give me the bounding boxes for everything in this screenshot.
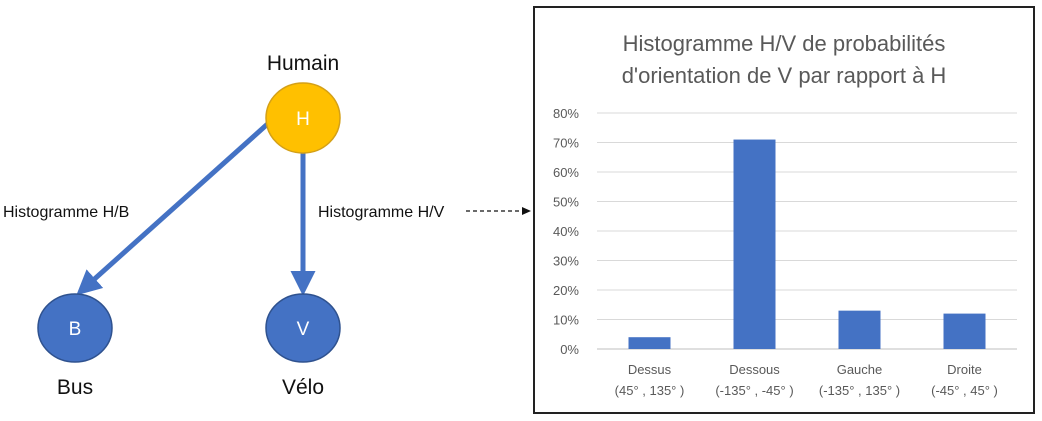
y-tick-label: 40% [553, 224, 579, 239]
y-tick-label: 50% [553, 195, 579, 210]
x-category-label: Gauche [837, 362, 883, 377]
x-category-label: (-135° , 135° ) [819, 383, 900, 398]
chart-title-line-2: d'orientation de V par rapport à H [621, 63, 947, 88]
edge-label-hv: Histogramme H/V [318, 204, 445, 221]
y-tick-label: 80% [553, 106, 579, 121]
node-bus-label: Bus [57, 376, 93, 399]
x-category-label: (-45° , 45° ) [931, 383, 998, 398]
y-tick-label: 20% [553, 283, 579, 298]
x-category-label: (45° , 135° ) [615, 383, 685, 398]
x-category-label: Droite [947, 362, 982, 377]
chart-title-line-1: Histogramme H/V de probabilités [622, 31, 946, 56]
bar [628, 337, 671, 349]
y-tick-label: 0% [560, 342, 579, 357]
bar [733, 139, 776, 349]
y-tick-label: 30% [553, 254, 579, 269]
diagram-panel: Histogramme H/B Histogramme H/V H Humain… [3, 52, 531, 399]
bar-chart: 0% 10% 20% 30% 40% 50% 60% 70% 80% Dessus (45° , 1… [553, 106, 1017, 398]
x-category-label: Dessous [729, 362, 780, 377]
node-velo-label: Vélo [282, 376, 324, 399]
node-velo [265, 293, 341, 363]
bar [838, 310, 881, 349]
edge-label-hb: Histogramme H/B [3, 204, 129, 221]
bar [943, 313, 986, 349]
chart-frame: Histogramme H/V de probabilités d'orient… [533, 6, 1035, 414]
node-bus-letter: B [69, 319, 82, 340]
dashed-connector-arrowhead [522, 207, 531, 215]
y-tick-label: 60% [553, 165, 579, 180]
node-velo-letter: V [297, 319, 310, 340]
edge-human-bus-arrow [76, 118, 274, 296]
x-category-label: (-135° , -45° ) [715, 383, 793, 398]
y-tick-label: 70% [553, 136, 579, 151]
node-human [265, 82, 341, 154]
node-bus [37, 293, 113, 363]
node-human-letter: H [296, 109, 310, 130]
x-category-label: Dessus [628, 362, 672, 377]
node-human-label: Humain [267, 52, 339, 75]
y-tick-label: 10% [553, 313, 579, 328]
